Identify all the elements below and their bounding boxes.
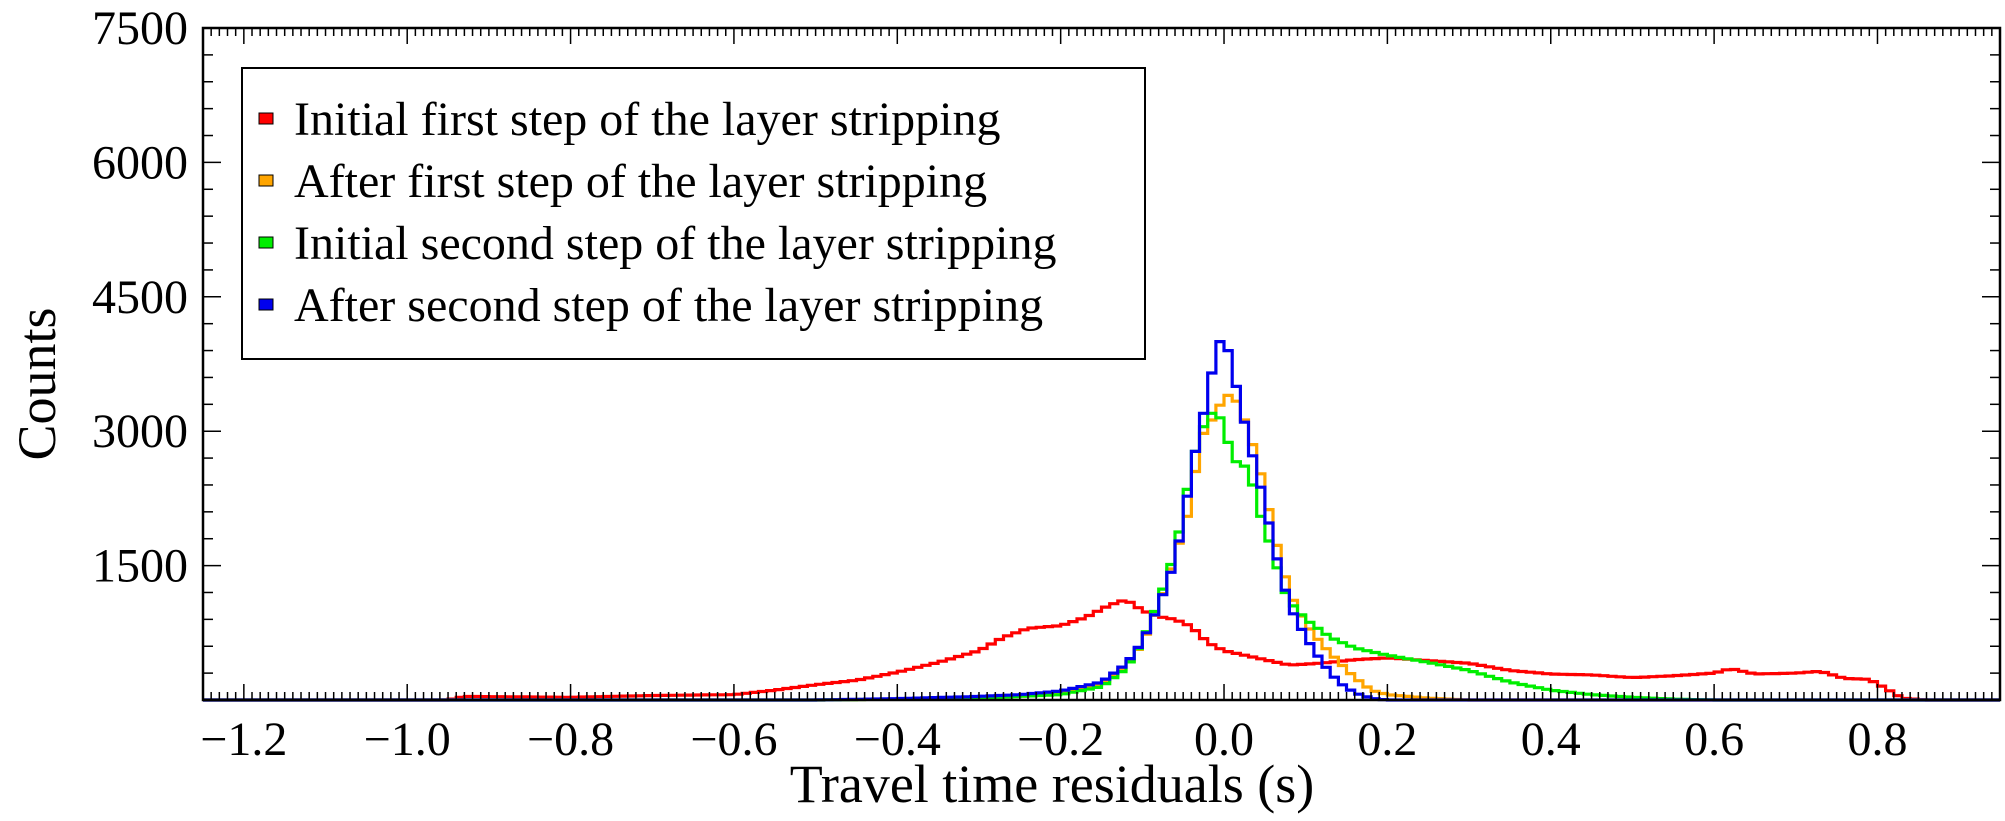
x-tick-label: 0.6 [1684, 713, 1744, 766]
x-tick-label: 0.8 [1847, 713, 1907, 766]
y-tick-label: 6000 [92, 136, 188, 189]
legend-label: After first step of the layer stripping [294, 155, 987, 208]
x-tick-label: −1.2 [200, 713, 287, 766]
legend-swatch [258, 236, 274, 249]
x-tick-label: −0.6 [690, 713, 777, 766]
legend-box [241, 67, 1146, 360]
legend-entry-initial-first-step: Initial first step of the layer strippin… [258, 93, 1001, 146]
x-tick-label: −0.8 [527, 713, 614, 766]
y-tick-label: 1500 [92, 540, 188, 593]
x-tick-label: 0.4 [1521, 713, 1581, 766]
legend-entry-after-first-step: After first step of the layer stripping [258, 155, 987, 208]
legend: Initial first step of the layer strippin… [241, 67, 1146, 360]
x-tick-label: 0.2 [1357, 713, 1417, 766]
legend-label: Initial second step of the layer strippi… [294, 217, 1056, 270]
x-tick-label: 0.0 [1194, 713, 1254, 766]
ticks-layer [202, 28, 2001, 700]
legend-label: Initial first step of the layer strippin… [294, 93, 1001, 146]
tick-labels-layer: −1.2 −1.0 −0.8 −0.6 −0.4 −0.2 0.0 0.2 0.4 0.6 0.8 1… [92, 2, 1907, 766]
x-axis-title: Travel time residuals (s) [790, 754, 1314, 814]
series-layer [203, 340, 2000, 702]
x-tick-label: −0.4 [854, 713, 941, 766]
legend-swatch [258, 298, 274, 311]
legend-entry-after-second-step: After second step of the layer stripping [258, 279, 1043, 332]
x-tick-label: −0.2 [1017, 713, 1104, 766]
legend-swatch [258, 174, 274, 187]
x-tick-label: −1.0 [364, 713, 451, 766]
series-line [203, 393, 2000, 702]
y-tick-label: 7500 [92, 2, 188, 55]
legend-label: After second step of the layer stripping [294, 279, 1043, 332]
y-tick-label: 4500 [92, 271, 188, 324]
y-tick-label: 3000 [92, 405, 188, 458]
legend-swatch [258, 112, 274, 125]
y-axis-title: Counts [7, 307, 67, 460]
series-line [203, 340, 2000, 702]
legend-entry-initial-second-step: Initial second step of the layer strippi… [258, 217, 1056, 270]
series-line [203, 411, 2000, 702]
